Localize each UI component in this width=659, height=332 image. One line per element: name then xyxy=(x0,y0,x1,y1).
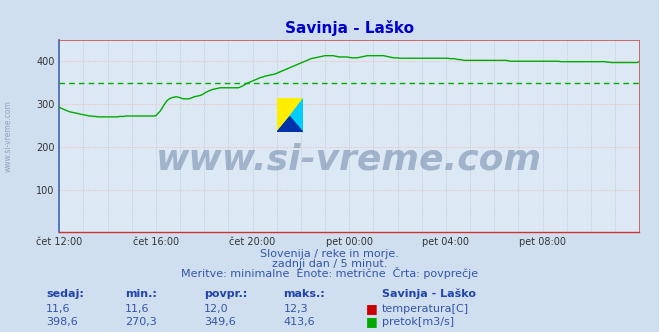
Polygon shape xyxy=(277,98,303,132)
Title: Savinja - Laško: Savinja - Laško xyxy=(285,20,414,36)
Polygon shape xyxy=(277,98,303,132)
Text: Savinja - Laško: Savinja - Laško xyxy=(382,289,476,299)
Text: 12,3: 12,3 xyxy=(283,304,308,314)
Text: temperatura[C]: temperatura[C] xyxy=(382,304,469,314)
Text: Slovenija / reke in morje.: Slovenija / reke in morje. xyxy=(260,249,399,259)
Text: 413,6: 413,6 xyxy=(283,317,315,327)
Text: 11,6: 11,6 xyxy=(46,304,71,314)
Text: ■: ■ xyxy=(366,302,378,315)
Text: 11,6: 11,6 xyxy=(125,304,150,314)
Text: 398,6: 398,6 xyxy=(46,317,78,327)
Text: 12,0: 12,0 xyxy=(204,304,229,314)
Text: 270,3: 270,3 xyxy=(125,317,157,327)
Polygon shape xyxy=(277,117,303,132)
Text: pretok[m3/s]: pretok[m3/s] xyxy=(382,317,454,327)
Text: povpr.:: povpr.: xyxy=(204,289,248,299)
Text: zadnji dan / 5 minut.: zadnji dan / 5 minut. xyxy=(272,259,387,269)
Text: Meritve: minimalne  Enote: metrične  Črta: povprečje: Meritve: minimalne Enote: metrične Črta:… xyxy=(181,267,478,279)
Text: www.si-vreme.com: www.si-vreme.com xyxy=(156,142,542,176)
Text: sedaj:: sedaj: xyxy=(46,289,84,299)
Text: 349,6: 349,6 xyxy=(204,317,236,327)
Text: maks.:: maks.: xyxy=(283,289,325,299)
Text: www.si-vreme.com: www.si-vreme.com xyxy=(3,100,13,172)
Text: min.:: min.: xyxy=(125,289,157,299)
Text: ■: ■ xyxy=(366,315,378,328)
